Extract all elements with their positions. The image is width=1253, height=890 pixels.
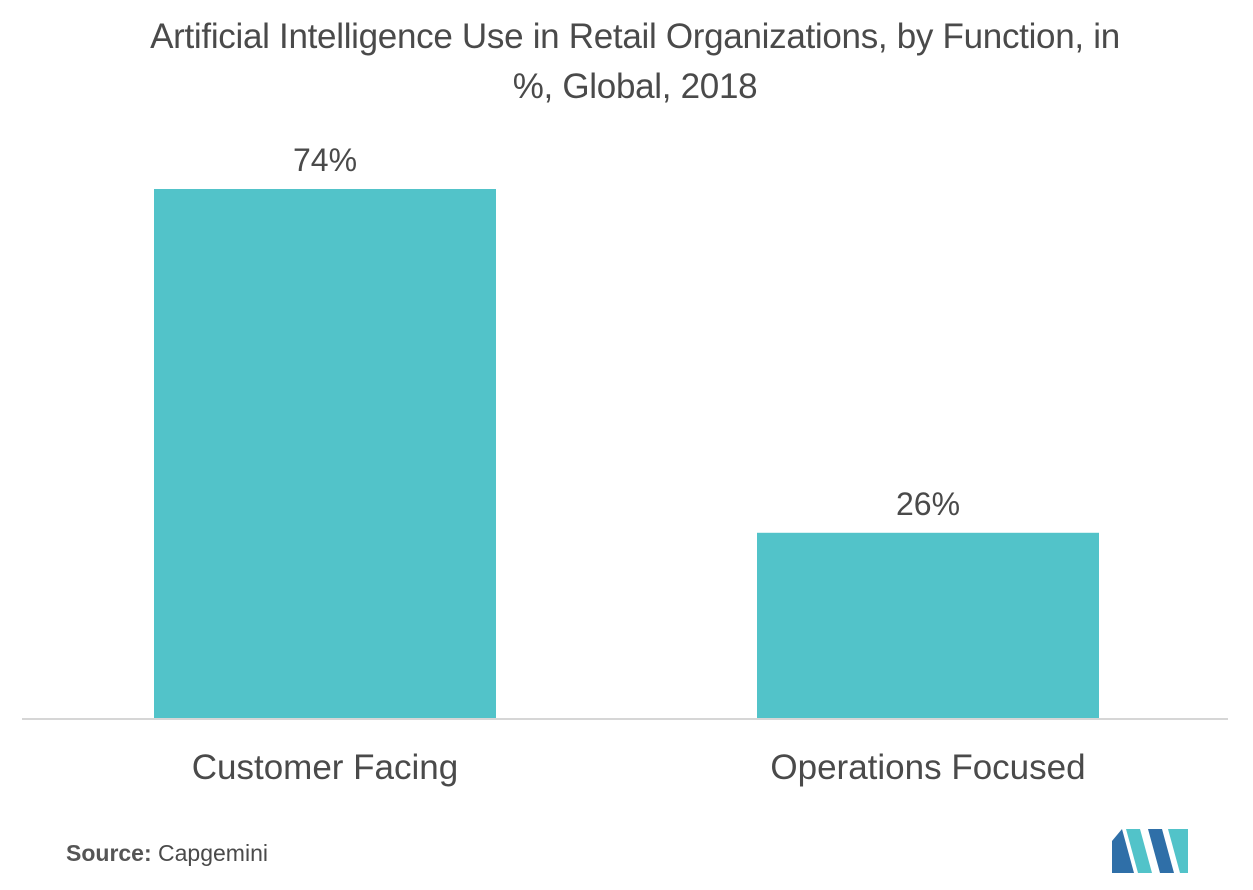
value-labels-group: 74% 26% (293, 142, 960, 522)
category-label: Customer Facing (192, 748, 458, 787)
source-note: Source: Capgemini (66, 840, 268, 867)
bar-chart: 74% 26% Customer Facing Operations Focused (22, 142, 1228, 787)
source-text: Capgemini (158, 840, 268, 866)
category-labels-group: Customer Facing Operations Focused (192, 748, 1086, 787)
bar-customer-facing (154, 189, 496, 719)
source-label: Source: (66, 840, 152, 866)
category-label: Operations Focused (770, 748, 1085, 787)
value-label: 26% (896, 486, 960, 522)
mordor-intelligence-logo-icon (1112, 829, 1188, 873)
value-label: 74% (293, 142, 357, 178)
bars-group (154, 189, 1099, 719)
chart-title: Artificial Intelligence Use in Retail Or… (150, 17, 1120, 106)
bar-operations-focused (757, 532, 1099, 719)
